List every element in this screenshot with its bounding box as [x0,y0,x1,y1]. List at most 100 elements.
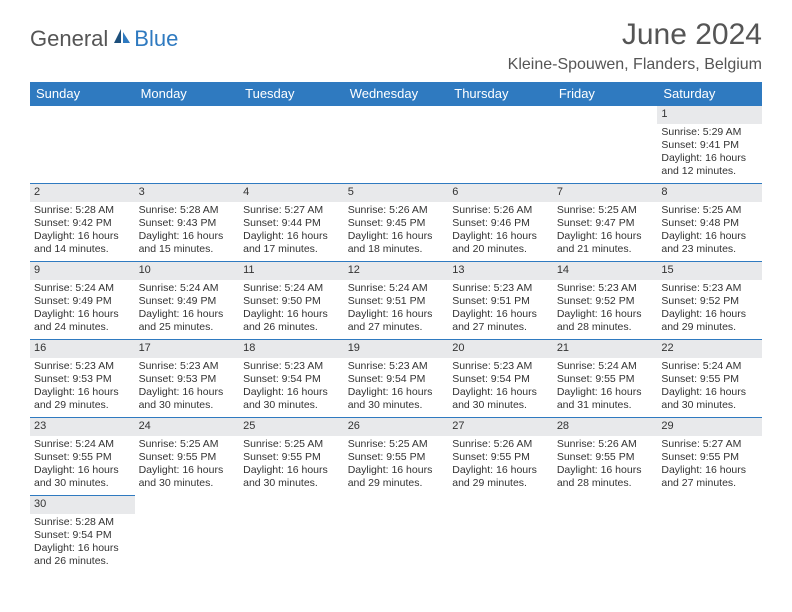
daylight-line: Daylight: 16 hours [243,230,340,243]
day-header: Saturday [657,82,762,106]
sunrise-line: Sunrise: 5:25 AM [348,438,445,451]
day-number: 2 [30,184,135,202]
day-header: Thursday [448,82,553,106]
daylight-line: and 28 minutes. [557,321,654,334]
day-header: Monday [135,82,240,106]
day-content: Sunrise: 5:24 AMSunset: 9:55 PMDaylight:… [553,358,658,416]
calendar-row: 23Sunrise: 5:24 AMSunset: 9:55 PMDayligh… [30,418,762,496]
sunrise-line: Sunrise: 5:23 AM [34,360,131,373]
day-number: 30 [30,496,135,514]
day-content: Sunrise: 5:24 AMSunset: 9:49 PMDaylight:… [30,280,135,338]
sunrise-line: Sunrise: 5:24 AM [34,438,131,451]
sunset-line: Sunset: 9:47 PM [557,217,654,230]
logo: General Blue [30,18,178,52]
day-number: 14 [553,262,658,280]
day-content: Sunrise: 5:24 AMSunset: 9:55 PMDaylight:… [30,436,135,494]
calendar-cell: 4Sunrise: 5:27 AMSunset: 9:44 PMDaylight… [239,184,344,262]
day-number: 24 [135,418,240,436]
sunset-line: Sunset: 9:54 PM [348,373,445,386]
day-content: Sunrise: 5:23 AMSunset: 9:53 PMDaylight:… [30,358,135,416]
sunrise-line: Sunrise: 5:24 AM [243,282,340,295]
daylight-line: Daylight: 16 hours [139,308,236,321]
daylight-line: and 30 minutes. [243,477,340,490]
sunset-line: Sunset: 9:55 PM [452,451,549,464]
daylight-line: Daylight: 16 hours [348,386,445,399]
calendar-cell: 9Sunrise: 5:24 AMSunset: 9:49 PMDaylight… [30,262,135,340]
daylight-line: and 30 minutes. [34,477,131,490]
day-header: Wednesday [344,82,449,106]
calendar-row: 2Sunrise: 5:28 AMSunset: 9:42 PMDaylight… [30,184,762,262]
day-content: Sunrise: 5:28 AMSunset: 9:54 PMDaylight:… [30,514,135,572]
daylight-line: Daylight: 16 hours [661,464,758,477]
day-header-row: Sunday Monday Tuesday Wednesday Thursday… [30,82,762,106]
sunset-line: Sunset: 9:55 PM [661,373,758,386]
calendar-cell [239,106,344,184]
calendar-cell [135,106,240,184]
sunrise-line: Sunrise: 5:23 AM [243,360,340,373]
day-number: 23 [30,418,135,436]
sunrise-line: Sunrise: 5:25 AM [557,204,654,217]
day-number: 8 [657,184,762,202]
calendar-cell: 1Sunrise: 5:29 AMSunset: 9:41 PMDaylight… [657,106,762,184]
calendar-cell: 30Sunrise: 5:28 AMSunset: 9:54 PMDayligh… [30,496,135,574]
calendar-cell: 21Sunrise: 5:24 AMSunset: 9:55 PMDayligh… [553,340,658,418]
day-number: 28 [553,418,658,436]
page-header: General Blue June 2024 Kleine-Spouwen, F… [30,18,762,74]
daylight-line: Daylight: 16 hours [34,386,131,399]
daylight-line: Daylight: 16 hours [34,308,131,321]
day-header: Tuesday [239,82,344,106]
day-content: Sunrise: 5:23 AMSunset: 9:52 PMDaylight:… [657,280,762,338]
day-content: Sunrise: 5:23 AMSunset: 9:51 PMDaylight:… [448,280,553,338]
daylight-line: Daylight: 16 hours [243,386,340,399]
sunrise-line: Sunrise: 5:25 AM [243,438,340,451]
day-content: Sunrise: 5:27 AMSunset: 9:44 PMDaylight:… [239,202,344,260]
sunrise-line: Sunrise: 5:24 AM [661,360,758,373]
sunrise-line: Sunrise: 5:24 AM [34,282,131,295]
day-number: 13 [448,262,553,280]
sunrise-line: Sunrise: 5:23 AM [661,282,758,295]
sunrise-line: Sunrise: 5:25 AM [661,204,758,217]
calendar-cell: 19 Sunrise: 5:23 AMSunset: 9:54 PMDayligh… [344,340,449,418]
sunrise-line: Sunrise: 5:24 AM [348,282,445,295]
daylight-line: and 21 minutes. [557,243,654,256]
calendar-cell: 26Sunrise: 5:25 AMSunset: 9:55 PMDayligh… [344,418,449,496]
day-number: 22 [657,340,762,358]
calendar-cell [344,106,449,184]
day-content: Sunrise: 5:26 AMSunset: 9:45 PMDaylight:… [344,202,449,260]
calendar-table: Sunday Monday Tuesday Wednesday Thursday… [30,82,762,574]
daylight-line: and 26 minutes. [34,555,131,568]
calendar-cell [553,106,658,184]
daylight-line: and 29 minutes. [348,477,445,490]
daylight-line: Daylight: 16 hours [661,152,758,165]
daylight-line: and 23 minutes. [661,243,758,256]
daylight-line: and 18 minutes. [348,243,445,256]
daylight-line: Daylight: 16 hours [139,464,236,477]
sunrise-line: Sunrise: 5:24 AM [139,282,236,295]
daylight-line: Daylight: 16 hours [557,464,654,477]
daylight-line: and 30 minutes. [139,399,236,412]
day-content: Sunrise: 5:24 AMSunset: 9:49 PMDaylight:… [135,280,240,338]
calendar-cell: 3Sunrise: 5:28 AMSunset: 9:43 PMDaylight… [135,184,240,262]
calendar-cell: 6Sunrise: 5:26 AMSunset: 9:46 PMDaylight… [448,184,553,262]
calendar-cell: 22Sunrise: 5:24 AMSunset: 9:55 PMDayligh… [657,340,762,418]
sunset-line: Sunset: 9:55 PM [243,451,340,464]
month-title: June 2024 [508,18,762,52]
calendar-cell: 11Sunrise: 5:24 AMSunset: 9:50 PMDayligh… [239,262,344,340]
daylight-line: and 24 minutes. [34,321,131,334]
calendar-cell: 12Sunrise: 5:24 AMSunset: 9:51 PMDayligh… [344,262,449,340]
calendar-cell [657,496,762,574]
daylight-line: and 20 minutes. [452,243,549,256]
sunset-line: Sunset: 9:53 PM [34,373,131,386]
sunrise-line: Sunrise: 5:23 AM [348,360,445,373]
sunset-line: Sunset: 9:52 PM [661,295,758,308]
day-number: 19 [344,340,449,358]
day-number: 10 [135,262,240,280]
sunrise-line: Sunrise: 5:24 AM [557,360,654,373]
day-content: Sunrise: 5:27 AMSunset: 9:55 PMDaylight:… [657,436,762,494]
daylight-line: and 27 minutes. [348,321,445,334]
calendar-cell [239,496,344,574]
day-number: 7 [553,184,658,202]
day-content: Sunrise: 5:29 AMSunset: 9:41 PMDaylight:… [657,124,762,182]
daylight-line: Daylight: 16 hours [452,230,549,243]
calendar-cell: 27Sunrise: 5:26 AMSunset: 9:55 PMDayligh… [448,418,553,496]
